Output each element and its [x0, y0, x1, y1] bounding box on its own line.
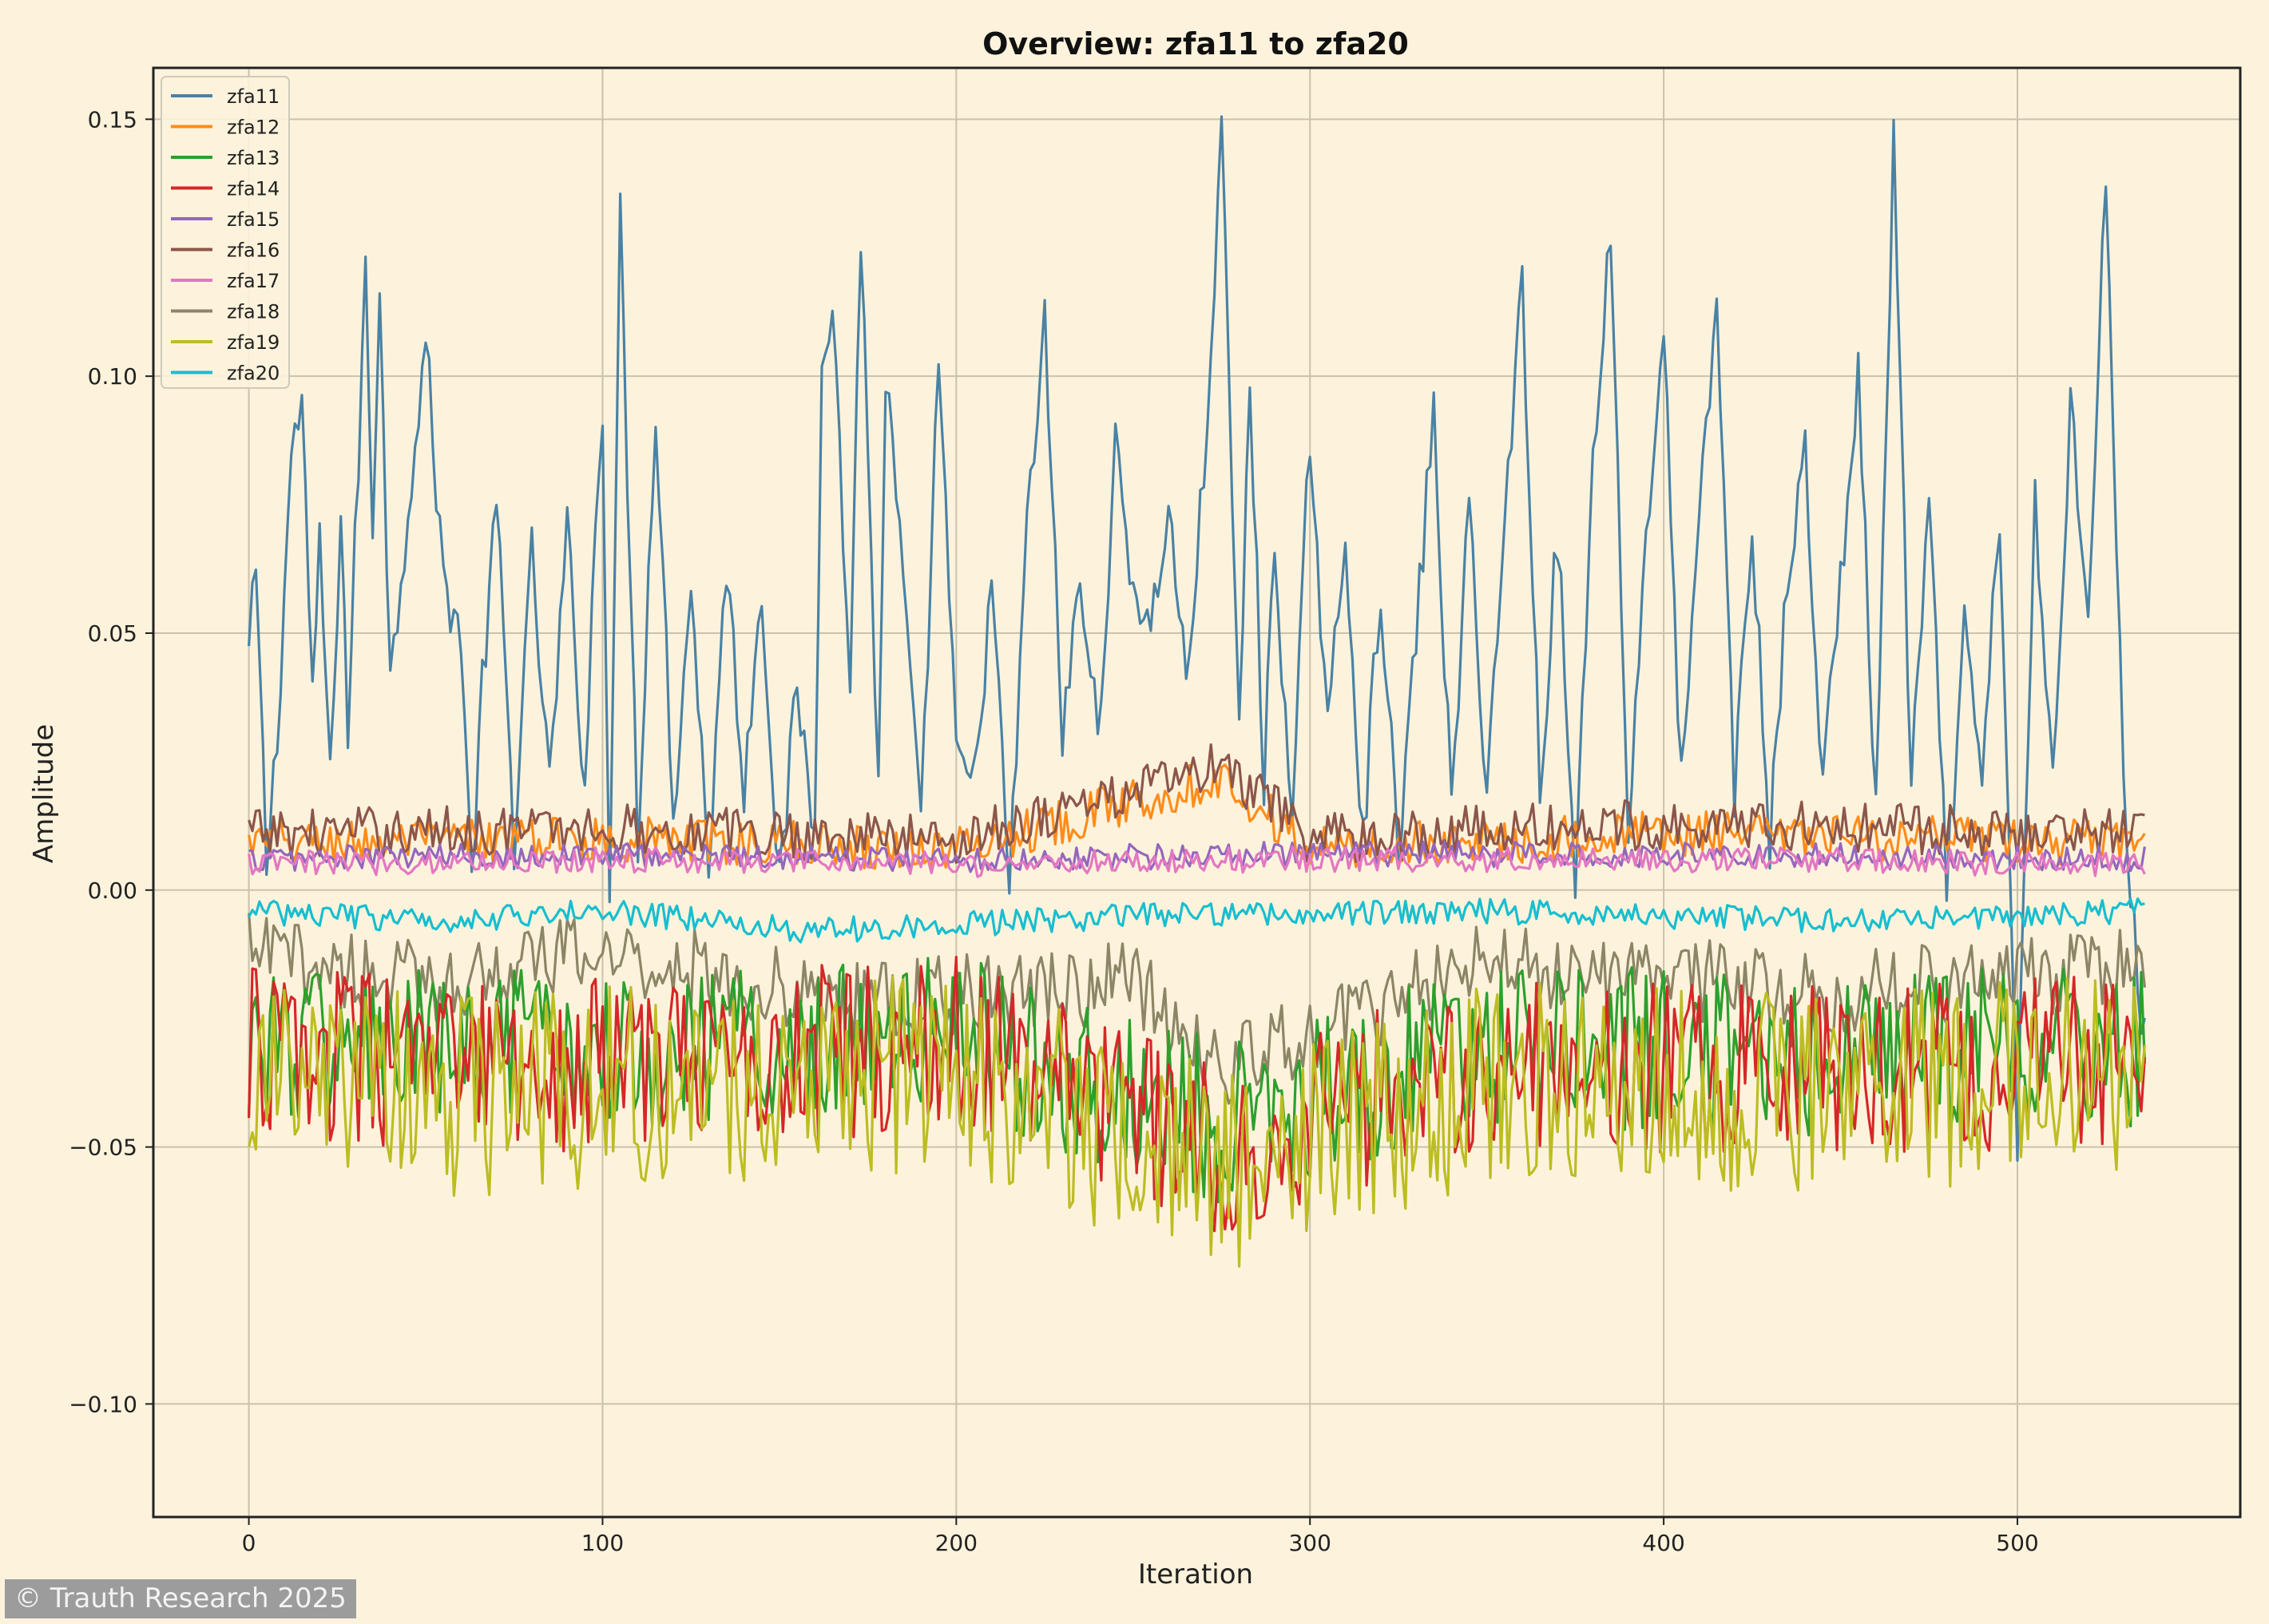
y-tick-label: −0.10	[69, 1391, 137, 1417]
series-line-zfa19	[248, 975, 2146, 1268]
x-axis-label: Iteration	[1138, 1559, 1253, 1590]
legend-label-zfa14: zfa14	[227, 178, 280, 200]
y-tick-label: −0.05	[69, 1135, 137, 1161]
legend-label-zfa13: zfa13	[227, 147, 280, 169]
series-lines	[248, 115, 2146, 1268]
legend-label-zfa12: zfa12	[227, 117, 280, 139]
x-tick-label: 300	[1288, 1530, 1331, 1556]
x-tick-label: 400	[1642, 1530, 1684, 1556]
x-tick-label: 100	[581, 1530, 624, 1556]
y-tick-label: 0.15	[88, 106, 137, 133]
legend: zfa11 zfa12 zfa13 zfa14 zfa15 zfa16 zfa17 zfa18…	[161, 76, 290, 389]
legend-label-zfa18: zfa18	[227, 301, 280, 323]
series-line-zfa16	[248, 743, 2145, 864]
series-line-zfa11	[248, 115, 2146, 1163]
y-tick-label: 0.05	[88, 620, 137, 647]
legend-label-zfa11: zfa11	[227, 85, 280, 108]
series-line-zfa20	[248, 897, 2145, 944]
series-line-zfa17	[248, 846, 2146, 878]
x-tick-label: 200	[935, 1530, 978, 1556]
y-axis-label: Amplitude	[28, 724, 60, 863]
x-tick-label: 500	[1996, 1530, 2038, 1556]
legend-label-zfa15: zfa15	[227, 208, 280, 231]
x-axis-ticks: 0 100 200 300 400 500	[242, 1517, 2039, 1556]
y-tick-label: 0.00	[88, 877, 137, 904]
legend-label-zfa16: zfa16	[227, 240, 280, 262]
y-axis-ticks: 0.15 0.10 0.05 0.00 −0.05 −0.10	[69, 106, 153, 1417]
watermark: © Trauth Research 2025	[5, 1579, 356, 1618]
grid-lines	[153, 68, 2240, 1517]
legend-label-zfa20: zfa20	[227, 362, 280, 385]
chart-title: Overview: zfa11 to zfa20	[982, 26, 1409, 61]
y-tick-label: 0.10	[88, 363, 137, 390]
x-tick-label: 0	[242, 1530, 256, 1556]
legend-label-zfa19: zfa19	[227, 331, 280, 354]
legend-label-zfa17: zfa17	[227, 270, 280, 292]
plot-frame	[152, 66, 2242, 1519]
